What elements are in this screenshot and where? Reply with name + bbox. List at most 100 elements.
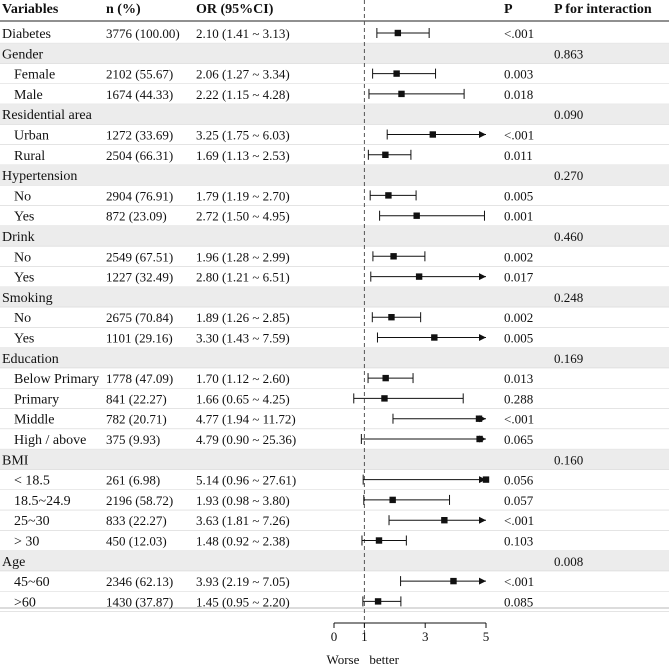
group-band-age bbox=[0, 550, 669, 571]
row-no: No 2675 (70.84) 1.89 (1.26 ~ 2.85) 0.002 bbox=[14, 310, 533, 326]
point-estimate bbox=[450, 577, 457, 585]
axis-left-label: Worse bbox=[327, 652, 360, 667]
header-variables: Variables bbox=[2, 2, 59, 17]
ci-upper-arrow bbox=[479, 131, 486, 138]
n-percent: 1227 (32.49) bbox=[106, 270, 173, 285]
header-or: OR (95%CI) bbox=[196, 2, 274, 17]
row-no: No 2904 (76.91) 1.79 (1.19 ~ 2.70) 0.005 bbox=[14, 188, 533, 204]
row-yes: Yes 1101 (29.16) 3.30 (1.43 ~ 7.59) 0.005 bbox=[14, 331, 533, 347]
column-headers: Variables n (%) OR (95%CI) P P for inter… bbox=[2, 2, 652, 17]
n-percent: 261 (6.98) bbox=[106, 473, 160, 488]
group-row-age: Age 0.008 bbox=[2, 554, 583, 570]
n-percent: 1101 (29.16) bbox=[106, 331, 173, 346]
or-ci-text: 1.79 (1.19 ~ 2.70) bbox=[196, 188, 290, 203]
n-percent: 2196 (58.72) bbox=[106, 493, 173, 508]
or-ci-text: 1.66 (0.65 ~ 4.25) bbox=[196, 391, 290, 406]
row-label: Urban bbox=[14, 129, 49, 144]
row-urban: Urban 1272 (33.69) 3.25 (1.75 ~ 6.03) <.001 bbox=[14, 128, 534, 144]
p-value: 0.057 bbox=[504, 493, 534, 508]
row-label: Male bbox=[14, 88, 43, 103]
row-label: Gender bbox=[2, 47, 44, 62]
p-value: 0.002 bbox=[504, 249, 533, 264]
group-row-residential-area: Residential area 0.090 bbox=[2, 107, 583, 123]
ci-upper-arrow bbox=[479, 334, 486, 341]
or-ci-text: 1.96 (1.28 ~ 2.99) bbox=[196, 249, 290, 264]
row-label: > 30 bbox=[14, 535, 39, 550]
row-rural: Rural 2504 (66.31) 1.69 (1.13 ~ 2.53) 0.011 bbox=[14, 148, 533, 164]
point-estimate bbox=[385, 192, 392, 199]
group-band-smoking bbox=[0, 286, 669, 308]
p-interaction-value: 0.248 bbox=[554, 290, 583, 305]
p-value: <.001 bbox=[504, 26, 534, 41]
row-label: Yes bbox=[14, 271, 34, 286]
p-value: 0.003 bbox=[504, 67, 533, 82]
header-n: n (%) bbox=[106, 2, 141, 17]
or-ci-text: 1.89 (1.26 ~ 2.85) bbox=[196, 310, 290, 325]
n-percent: 2102 (55.67) bbox=[106, 67, 173, 82]
x-axis: 0 1 3 5 Worse better bbox=[327, 622, 489, 667]
point-estimate bbox=[389, 496, 396, 504]
p-value: 0.065 bbox=[504, 432, 533, 447]
or-ci-text: 1.48 (0.92 ~ 2.38) bbox=[196, 534, 290, 549]
group-row-hypertension: Hypertension 0.270 bbox=[2, 168, 583, 184]
row-label: Diabetes bbox=[2, 27, 51, 42]
row-label: < 18.5 bbox=[14, 474, 50, 489]
p-value: <.001 bbox=[504, 513, 534, 528]
point-estimate bbox=[398, 90, 405, 98]
row-label: Female bbox=[14, 68, 55, 83]
p-value: 0.005 bbox=[504, 331, 533, 346]
p-value: 0.017 bbox=[504, 270, 534, 285]
or-ci-text: 1.45 (0.95 ~ 2.20) bbox=[196, 594, 290, 609]
n-percent: 782 (20.71) bbox=[106, 412, 167, 427]
p-value: <.001 bbox=[504, 574, 534, 589]
group-row-smoking: Smoking 0.248 bbox=[2, 290, 583, 306]
or-ci-text: 2.06 (1.27 ~ 3.34) bbox=[196, 67, 290, 82]
row-45-60: 45~60 2346 (62.13) 3.93 (2.19 ~ 7.05) <.001 bbox=[14, 574, 534, 590]
point-estimate bbox=[394, 29, 402, 37]
n-percent: 1674 (44.33) bbox=[106, 87, 173, 102]
or-ci-text: 1.93 (0.98 ~ 3.80) bbox=[196, 493, 290, 508]
p-value: 0.001 bbox=[504, 209, 533, 224]
row-label: Residential area bbox=[2, 108, 93, 123]
group-row-bmi: BMI 0.160 bbox=[2, 452, 583, 468]
row-middle: Middle 782 (20.71) 4.77 (1.94 ~ 11.72) <.00… bbox=[14, 412, 534, 428]
row-label: Age bbox=[2, 555, 25, 570]
n-percent: 1778 (47.09) bbox=[106, 371, 173, 386]
ci-upper-arrow bbox=[479, 273, 486, 281]
p-value: 0.103 bbox=[504, 534, 533, 549]
row-below-primary: Below Primary 1778 (47.09) 1.70 (1.12 ~ 2.… bbox=[14, 371, 533, 387]
p-interaction-value: 0.008 bbox=[554, 554, 583, 569]
or-ci-text: 4.77 (1.94 ~ 11.72) bbox=[196, 412, 296, 427]
x-tick-label: 0 bbox=[331, 629, 338, 644]
row-label: Drink bbox=[2, 230, 35, 245]
group-band-bmi bbox=[0, 449, 669, 470]
row-label: 45~60 bbox=[14, 575, 50, 590]
or-ci-text: 3.63 (1.81 ~ 7.26) bbox=[196, 513, 290, 528]
row-label: High / above bbox=[14, 433, 86, 448]
p-value: 0.002 bbox=[504, 310, 533, 325]
point-estimate bbox=[429, 131, 436, 138]
group-band-drink bbox=[0, 225, 669, 247]
row-25-30: 25~30 833 (22.27) 3.63 (1.81 ~ 7.26) <.001 bbox=[14, 513, 534, 529]
row-18-5: < 18.5 261 (6.98) 5.14 (0.96 ~ 27.61) 0.056 bbox=[14, 473, 534, 489]
point-estimate bbox=[375, 537, 383, 544]
n-percent: 2549 (67.51) bbox=[106, 249, 173, 264]
row-label: Middle bbox=[14, 413, 54, 428]
n-percent: 450 (12.03) bbox=[106, 534, 167, 549]
n-percent: 833 (22.27) bbox=[106, 513, 167, 528]
row-label: Rural bbox=[14, 149, 45, 164]
group-row-drink: Drink 0.460 bbox=[2, 229, 583, 245]
row-label: No bbox=[14, 311, 31, 326]
point-estimate bbox=[482, 476, 490, 483]
row-label: 18.5~24.9 bbox=[14, 494, 71, 509]
or-ci-text: 3.30 (1.43 ~ 7.59) bbox=[196, 331, 290, 346]
n-percent: 375 (9.93) bbox=[106, 432, 160, 447]
row-label: >60 bbox=[14, 595, 36, 610]
n-percent: 2904 (76.91) bbox=[106, 188, 173, 203]
ci-upper-arrow bbox=[479, 577, 486, 585]
point-estimate bbox=[382, 374, 389, 382]
point-estimate bbox=[431, 334, 438, 341]
or-ci-text: 3.25 (1.75 ~ 6.03) bbox=[196, 128, 290, 143]
p-value: 0.085 bbox=[504, 594, 533, 609]
